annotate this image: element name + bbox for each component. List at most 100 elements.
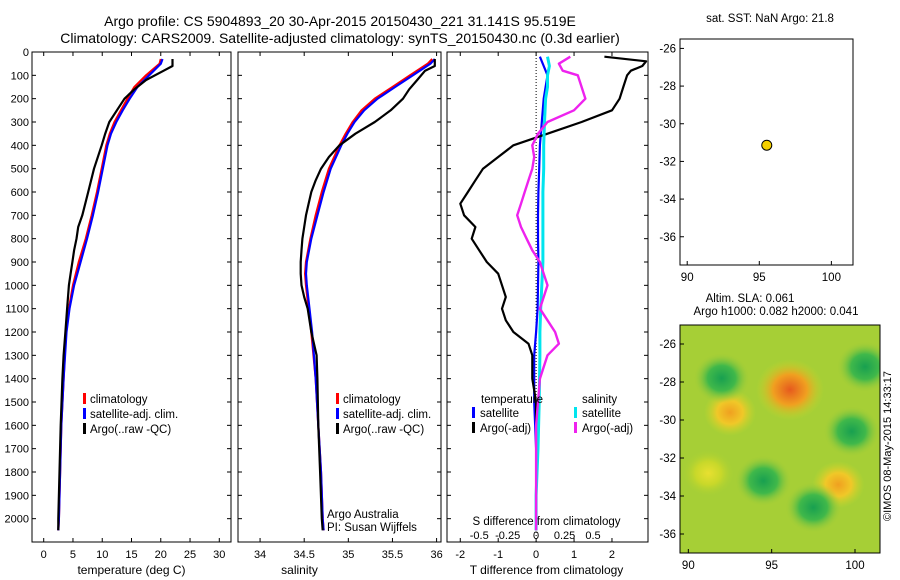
imos-stamp: ©IMOS 08-May-2015 14:33:17 <box>882 371 894 521</box>
depth-tick-label: 1900 <box>5 490 29 502</box>
legend-swatch <box>472 422 475 433</box>
sla-map-title-2: Argo h1000: 0.082 h2000: 0.041 <box>694 306 859 318</box>
legend-title: temperature <box>481 394 543 406</box>
map-tick-label: 95 <box>765 560 778 572</box>
map-tick-label: 95 <box>753 272 766 284</box>
map-tick-label: -30 <box>659 119 676 131</box>
sla-blob-low <box>837 341 880 392</box>
series-line-temperature-1 <box>57 58 162 531</box>
x-tick-label-salinity: -0.25 <box>495 530 520 542</box>
panel-annotation: Argo Australia <box>327 509 399 521</box>
depth-tick-label: 1000 <box>5 280 29 292</box>
depth-tick-label: 300 <box>11 117 29 129</box>
sla-blob-mid <box>682 449 735 497</box>
x-tick-label: 20 <box>155 549 167 561</box>
depth-tick-label: 1600 <box>5 420 29 432</box>
sla-blob-low <box>823 406 880 457</box>
legend-label: climatology <box>343 394 401 406</box>
map-tick-label: -34 <box>659 491 676 503</box>
map-tick-label: -28 <box>659 377 676 389</box>
map-tick-label: 90 <box>682 560 695 572</box>
x-tick-label: 34 <box>254 549 266 561</box>
series-line-salinity-2 <box>304 58 436 531</box>
legend-label: Argo(-adj) <box>582 423 633 435</box>
depth-tick-label: 600 <box>11 187 29 199</box>
map-tick-label: -36 <box>659 529 676 541</box>
legend-label: satellite <box>582 408 621 420</box>
legend-label: satellite-adj. clim. <box>90 409 178 421</box>
profile-panel-frame-salinity <box>237 51 442 543</box>
x-tick-label: 10 <box>96 549 108 561</box>
x-tick-label-salinity: 0.25 <box>554 530 575 542</box>
depth-tick-label: 1800 <box>5 467 29 479</box>
legend-label: satellite-adj. clim. <box>343 409 431 421</box>
legend-swatch <box>336 408 339 419</box>
legend-swatch <box>83 393 86 404</box>
depth-tick-label: 0 <box>23 47 29 59</box>
sla-blob-low <box>785 482 842 533</box>
sla-blob-high <box>756 359 824 421</box>
x-axis-label: T difference from climatology <box>470 563 624 577</box>
x-tick-label: 0 <box>41 549 47 561</box>
x-tick-label: 25 <box>184 549 196 561</box>
map-tick-label: 100 <box>845 560 864 572</box>
depth-tick-label: 100 <box>11 70 29 82</box>
series-line-salinity-1 <box>304 58 434 531</box>
legend-label: Argo(..raw -QC) <box>90 424 171 436</box>
depth-tick-label: 1200 <box>5 327 29 339</box>
map-tick-label: -26 <box>659 43 676 55</box>
legend-swatch <box>336 393 339 404</box>
depth-tick-label: 2000 <box>5 514 29 526</box>
profile-panel-frame-differences <box>446 51 649 543</box>
legend-swatch <box>83 408 86 419</box>
plot-layer: 0100200300400500600700800900100011001200… <box>5 38 881 577</box>
map-tick-label: -32 <box>659 156 676 168</box>
x-axis-label: temperature (deg C) <box>77 563 185 577</box>
sst-map-title: sat. SST: NaN Argo: 21.8 <box>706 13 834 25</box>
sst-map-frame <box>679 38 854 266</box>
depth-tick-label: 1400 <box>5 374 29 386</box>
legend-swatch <box>83 423 86 434</box>
legend-label: Argo(-adj) <box>480 423 531 435</box>
legend-swatch <box>574 407 577 418</box>
legend-swatch <box>472 407 475 418</box>
sla-field <box>680 325 880 553</box>
depth-tick-label: 400 <box>11 140 29 152</box>
map-tick-label: -28 <box>659 81 676 93</box>
x-tick-label: 1 <box>571 549 577 561</box>
legend-swatch <box>574 422 577 433</box>
x-tick-label: -2 <box>455 549 465 561</box>
sla-map-title-1: Altim. SLA: 0.061 <box>706 293 795 305</box>
legend-label: climatology <box>90 394 148 406</box>
sla-map-frame <box>679 324 881 554</box>
x-tick-label-salinity: 0.5 <box>585 530 600 542</box>
series-line-difference-4 <box>516 55 587 531</box>
series-line-difference-2 <box>459 55 648 531</box>
depth-tick-label: 1100 <box>5 304 29 316</box>
depth-tick-label: 1300 <box>5 350 29 362</box>
x-tick-label: 5 <box>70 549 76 561</box>
series-line-salinity-3 <box>299 59 436 531</box>
x-tick-label-salinity: 0 <box>533 530 539 542</box>
x-tick-label: 35.5 <box>382 549 403 561</box>
legend-label: Argo(..raw -QC) <box>343 424 424 436</box>
legend-swatch <box>336 423 339 434</box>
argo-location-marker <box>761 139 773 151</box>
legend-label: satellite <box>480 408 519 420</box>
depth-tick-label: 700 <box>11 210 29 222</box>
map-tick-label: -32 <box>659 453 676 465</box>
sla-blob-low <box>693 353 750 404</box>
map-tick-label: -26 <box>659 339 676 351</box>
series-line-temperature-3 <box>57 59 174 531</box>
x-tick-label: -1 <box>493 549 503 561</box>
map-tick-label: -36 <box>659 232 676 244</box>
sla-blob-low <box>735 455 792 506</box>
x-axis-label: salinity <box>281 563 318 577</box>
panel-annotation: PI: Susan Wijffels <box>327 522 417 534</box>
figure-title-line1: Argo profile: CS 5904893_20 30-Apr-2015 … <box>104 13 576 29</box>
x-tick-label: 0 <box>533 549 539 561</box>
x-tick-label: 30 <box>213 549 225 561</box>
x-tick-label: 35 <box>342 549 354 561</box>
profile-panel-frame-temperature <box>31 51 232 543</box>
